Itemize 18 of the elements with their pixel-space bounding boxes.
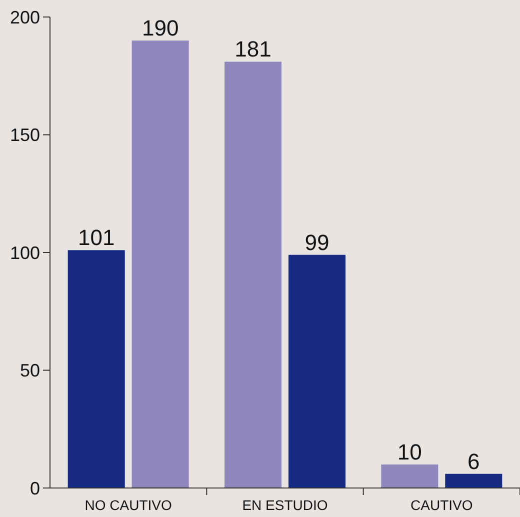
bar: [224, 62, 282, 488]
data-label: 10: [397, 439, 422, 464]
data-label: 190: [142, 16, 179, 41]
y-tick-label: 150: [10, 125, 40, 146]
y-tick-label: 200: [10, 7, 40, 28]
y-tick-label: 0: [30, 478, 40, 498]
data-label: 181: [234, 36, 272, 62]
bar: [445, 474, 502, 488]
x-tick-label: NO CAUTIVO: [84, 497, 172, 513]
y-tick-label: 50: [20, 360, 40, 381]
bar: [381, 464, 438, 488]
data-label: 99: [304, 230, 330, 255]
x-tick-label: CAUTIVO: [410, 497, 473, 513]
bar: [288, 254, 346, 488]
x-tick-label: EN ESTUDIO: [242, 497, 328, 513]
data-label: 6: [468, 448, 480, 474]
data-label: 101: [78, 225, 115, 250]
y-tick-label: 100: [10, 242, 40, 263]
